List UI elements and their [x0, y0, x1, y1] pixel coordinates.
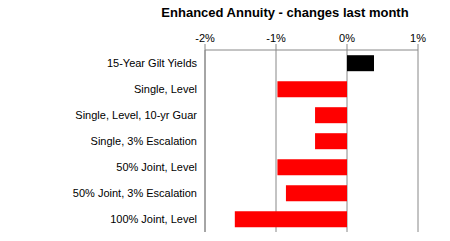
svg-text:50% Joint, Level: 50% Joint, Level [116, 161, 197, 173]
html-text:Enhanced Annuity - changes las: Enhanced Annuity - changes last month [161, 5, 409, 20]
svg-text:-2%: -2% [195, 32, 215, 44]
svg-text:15-Year Gilt Yields: 15-Year Gilt Yields [107, 57, 198, 69]
svg-text:50% Joint, 3% Escalation: 50% Joint, 3% Escalation [73, 187, 197, 199]
svg-text:100% Joint, Level: 100% Joint, Level [110, 213, 197, 225]
svg-text:-1%: -1% [266, 32, 286, 44]
svg-text:1%: 1% [410, 32, 426, 44]
svg-text:0%: 0% [339, 32, 355, 44]
svg-text:Single, 3% Escalation: Single, 3% Escalation [91, 135, 197, 147]
svg-text:Single, Level, 10-yr Guar: Single, Level, 10-yr Guar [75, 109, 197, 121]
svg-text:Single, Level: Single, Level [134, 83, 197, 95]
